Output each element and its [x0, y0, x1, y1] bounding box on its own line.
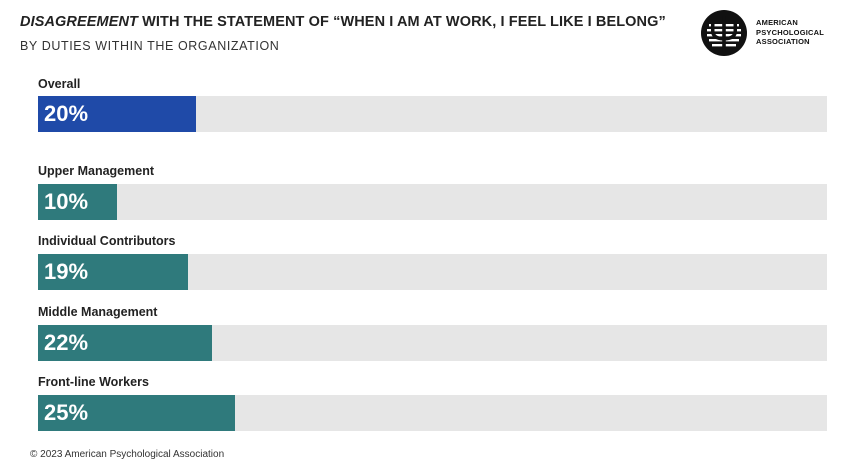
bar-track-middle-management: 22%: [38, 325, 827, 361]
bar-value-label: 22%: [44, 330, 89, 355]
psi-icon: [701, 10, 747, 56]
bar-value-label: 20%: [44, 101, 89, 126]
chart-title: DISAGREEMENT WITH THE STATEMENT OF “WHEN…: [20, 14, 666, 30]
chart-title-emphasis: DISAGREEMENT: [20, 14, 139, 30]
bar-track-front-line-workers: 25%: [38, 395, 827, 431]
bar-track-overall: 20%: [38, 96, 827, 132]
bar-value-label: 19%: [44, 259, 89, 284]
bar-label-individual-contributors: Individual Contributors: [38, 234, 176, 248]
apa-logo: AMERICAN PSYCHOLOGICAL ASSOCIATION: [700, 9, 850, 57]
bar-individual-contributors: 19%: [38, 254, 188, 290]
bar-value-label: 10%: [44, 189, 89, 214]
bar-label-upper-management: Upper Management: [38, 164, 154, 178]
bar-label-overall: Overall: [38, 77, 81, 91]
bar-middle-management: 22%: [38, 325, 212, 361]
bar-upper-management: 10%: [38, 184, 117, 220]
bar-value-label: 25%: [44, 400, 89, 425]
bar-front-line-workers: 25%: [38, 395, 236, 431]
apa-logo-text: AMERICAN PSYCHOLOGICAL ASSOCIATION: [756, 18, 825, 46]
bar-overall: 20%: [38, 96, 196, 132]
copyright-footer: © 2023 American Psychological Associatio…: [30, 449, 225, 460]
bar-label-front-line-workers: Front-line Workers: [38, 375, 149, 389]
chart-title-rest: WITH THE STATEMENT OF “WHEN I AM AT WORK…: [138, 14, 666, 30]
bar-track-individual-contributors: 19%: [38, 254, 827, 290]
bar-label-middle-management: Middle Management: [38, 305, 158, 319]
chart-subtitle: BY DUTIES WITHIN THE ORGANIZATION: [20, 39, 280, 53]
bar-track-upper-management: 10%: [38, 184, 827, 220]
